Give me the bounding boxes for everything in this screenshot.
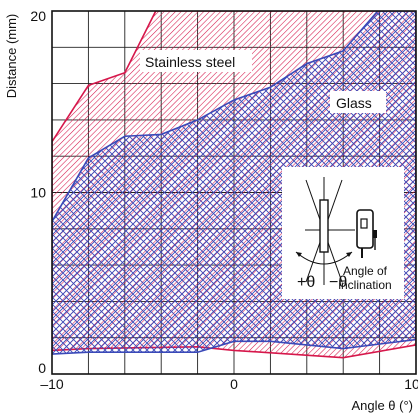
minus-theta-label: −θ bbox=[329, 274, 347, 291]
y-tick-label: 0 bbox=[38, 360, 46, 376]
arc-arrow-right bbox=[346, 252, 352, 257]
angle-arc bbox=[295, 251, 353, 265]
x-axis-label: Angle θ (°) bbox=[351, 398, 413, 413]
y-tick-labels: 0 10 20 bbox=[30, 8, 46, 376]
target-plate bbox=[319, 199, 329, 253]
arc-arrow-left bbox=[296, 252, 302, 257]
steel-label-bg bbox=[140, 50, 252, 72]
plus-theta-label: +θ bbox=[297, 274, 315, 291]
sensor-icon bbox=[356, 209, 377, 258]
stainless-steel-label: Stainless steel bbox=[145, 54, 235, 70]
x-tick-label: –10 bbox=[40, 376, 64, 392]
glass-label: Glass bbox=[336, 95, 372, 111]
y-tick-label: 20 bbox=[30, 8, 46, 24]
inclination-inset: +θ −θ Angle of inclination bbox=[282, 167, 404, 299]
inset-caption-line2: inclination bbox=[338, 278, 391, 292]
inset-caption-line1: Angle of bbox=[343, 264, 388, 278]
plot-frame bbox=[51, 10, 417, 375]
x-tick-label: 10 bbox=[404, 376, 418, 392]
x-tick-labels: –10 0 10 bbox=[40, 376, 418, 392]
y-tick-label: 10 bbox=[30, 185, 46, 201]
glass-label-bg bbox=[330, 91, 386, 113]
y-axis-label: Distance (mm) bbox=[4, 14, 19, 99]
x-tick-label: 0 bbox=[230, 376, 238, 392]
